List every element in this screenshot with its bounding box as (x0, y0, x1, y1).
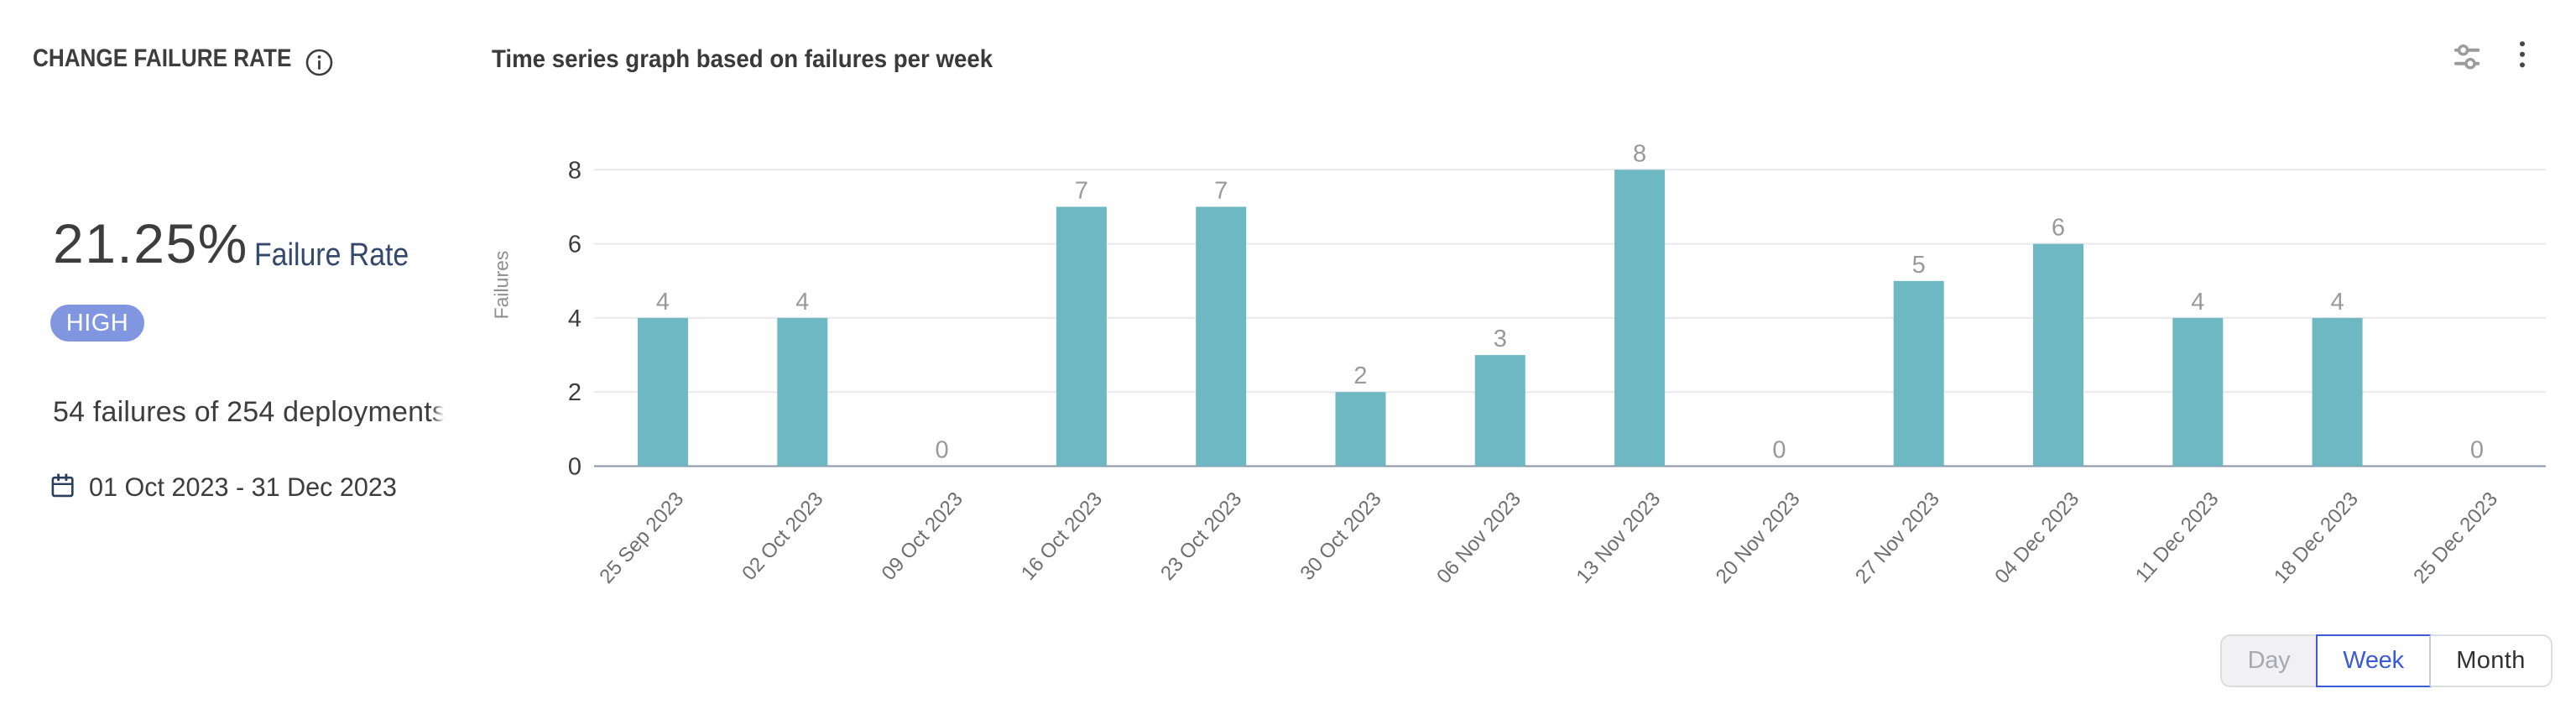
svg-text:0: 0 (1772, 437, 1786, 464)
svg-text:7: 7 (1214, 177, 1228, 204)
svg-text:2: 2 (1353, 363, 1367, 389)
svg-text:11 Dec 2023: 11 Dec 2023 (2131, 488, 2224, 587)
svg-text:5: 5 (1912, 252, 1926, 279)
svg-text:3: 3 (1494, 326, 1507, 352)
svg-text:30 Oct 2023: 30 Oct 2023 (1296, 488, 1385, 584)
svg-text:23 Oct 2023: 23 Oct 2023 (1156, 488, 1246, 584)
svg-text:09 Oct 2023: 09 Oct 2023 (878, 488, 967, 584)
svg-text:16 Oct 2023: 16 Oct 2023 (1017, 488, 1107, 584)
svg-text:8: 8 (568, 157, 581, 184)
svg-text:04 Dec 2023: 04 Dec 2023 (1990, 488, 2083, 587)
svg-text:4: 4 (2331, 289, 2344, 316)
svg-text:4: 4 (795, 289, 809, 316)
svg-text:6: 6 (2052, 215, 2065, 242)
svg-text:06 Nov 2023: 06 Nov 2023 (1432, 488, 1525, 587)
svg-text:4: 4 (568, 305, 581, 332)
svg-text:18 Dec 2023: 18 Dec 2023 (2270, 488, 2363, 587)
svg-text:6: 6 (568, 232, 581, 258)
svg-text:Failures: Failures (491, 251, 513, 320)
svg-text:25 Dec 2023: 25 Dec 2023 (2409, 488, 2502, 587)
svg-text:02 Oct 2023: 02 Oct 2023 (738, 488, 827, 584)
svg-text:7: 7 (1075, 177, 1088, 204)
svg-text:13 Nov 2023: 13 Nov 2023 (1572, 488, 1665, 587)
svg-text:4: 4 (656, 289, 670, 316)
svg-text:4: 4 (2191, 289, 2204, 316)
svg-text:0: 0 (936, 437, 949, 464)
svg-text:27 Nov 2023: 27 Nov 2023 (1851, 488, 1944, 587)
svg-text:2: 2 (568, 379, 581, 406)
svg-text:20 Nov 2023: 20 Nov 2023 (1712, 488, 1805, 587)
svg-text:8: 8 (1633, 140, 1646, 167)
svg-text:0: 0 (568, 454, 581, 481)
svg-text:25 Sep 2023: 25 Sep 2023 (595, 488, 688, 587)
svg-text:0: 0 (2470, 437, 2484, 464)
